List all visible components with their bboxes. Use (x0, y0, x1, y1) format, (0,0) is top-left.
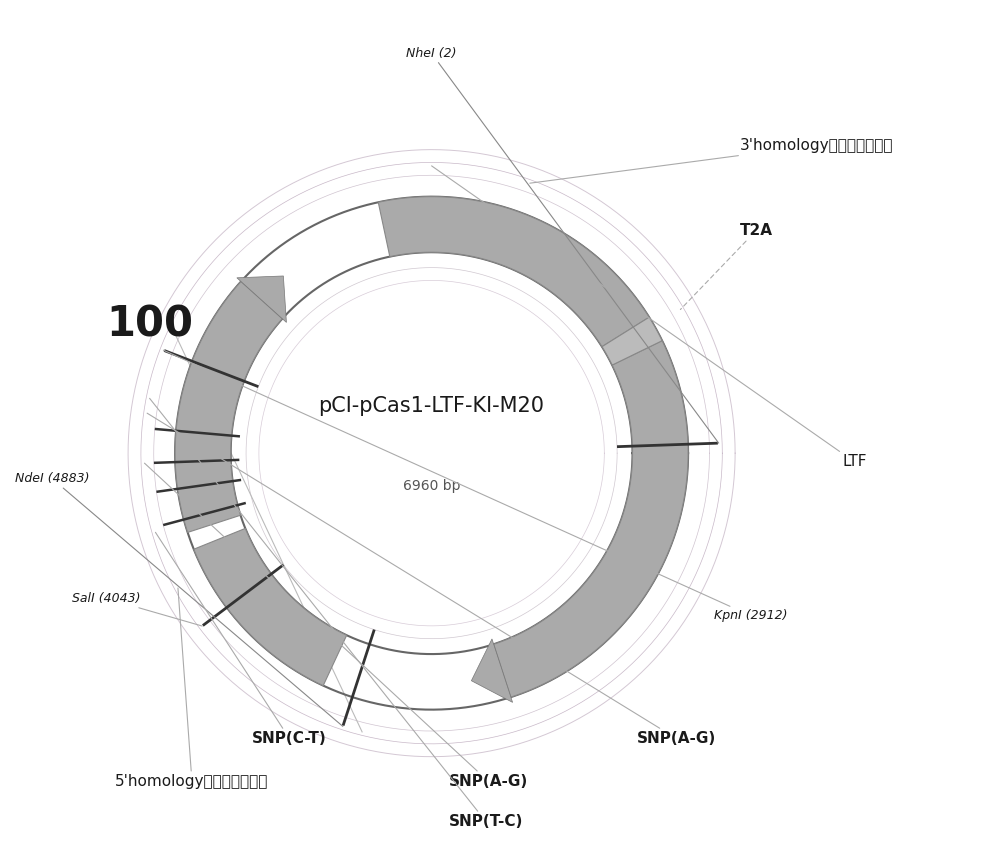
Text: SNP(A-G): SNP(A-G) (147, 413, 716, 746)
Text: T2A: T2A (680, 223, 772, 310)
Text: SNP(C-T): SNP(C-T) (155, 533, 327, 746)
Text: NdeI (4883): NdeI (4883) (15, 472, 343, 727)
Text: 5'homology（右侧同源臂）: 5'homology（右侧同源臂） (115, 588, 269, 789)
Text: pCI-pCas1-LTF-KI-M20: pCI-pCas1-LTF-KI-M20 (319, 396, 545, 416)
Polygon shape (378, 197, 649, 346)
Text: 3'homology（左侧同源臂）: 3'homology（左侧同源臂） (530, 138, 893, 183)
Text: 100: 100 (107, 304, 194, 346)
Text: SalI (4043): SalI (4043) (72, 592, 202, 626)
Polygon shape (494, 340, 688, 697)
Text: SNP(A-G): SNP(A-G) (144, 463, 528, 789)
Polygon shape (602, 317, 662, 365)
Text: NheI (2): NheI (2) (406, 47, 719, 443)
Polygon shape (175, 281, 282, 533)
Text: SNP(T-C): SNP(T-C) (150, 398, 523, 829)
Text: LTF: LTF (432, 166, 866, 469)
Polygon shape (194, 528, 347, 686)
Polygon shape (237, 276, 286, 322)
Text: KpnI (2912): KpnI (2912) (163, 351, 787, 622)
Text: 6960 bp: 6960 bp (403, 479, 460, 492)
Polygon shape (471, 639, 513, 702)
